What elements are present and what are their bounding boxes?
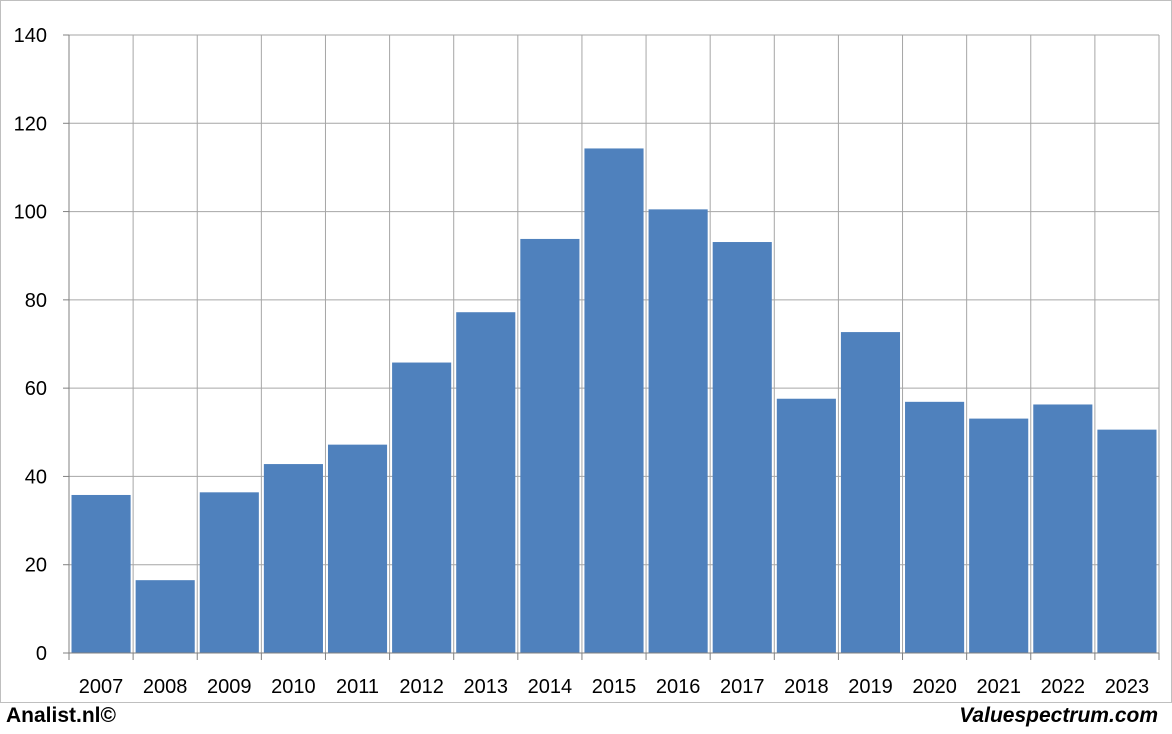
x-tick-label: 2011 — [336, 676, 379, 698]
x-tick-label: 2012 — [399, 676, 444, 698]
x-tick-label: 2022 — [1041, 676, 1086, 698]
bars — [71, 148, 1157, 653]
bar-2010 — [263, 464, 323, 653]
y-tick-label: 40 — [25, 466, 47, 488]
x-tick-label: 2020 — [912, 676, 957, 698]
x-tick-label: 2010 — [271, 676, 316, 698]
x-tick-label: 2016 — [656, 676, 701, 698]
chart-frame: 0 20 40 60 80 100 120 140 2007 2008 2009 2010 2011 2… — [0, 0, 1172, 703]
x-tick-labels: 2007 2008 2009 2010 2011 2012 2013 2014 2015 2016… — [79, 676, 1149, 698]
y-tick-label: 0 — [36, 643, 47, 665]
x-tick-label: 2017 — [720, 676, 765, 698]
x-tick-label: 2013 — [464, 676, 509, 698]
bar-2016 — [648, 209, 708, 653]
y-tick-label: 60 — [25, 378, 47, 400]
x-tick-label: 2018 — [784, 676, 829, 698]
bar-2018 — [776, 398, 836, 653]
y-tick-label: 120 — [14, 113, 47, 135]
x-tick-label: 2014 — [528, 676, 573, 698]
y-tick-label: 140 — [14, 25, 47, 47]
x-tick-label: 2008 — [143, 676, 188, 698]
y-tick-labels: 0 20 40 60 80 100 120 140 — [14, 25, 47, 665]
bar-2021 — [969, 418, 1029, 653]
bar-2023 — [1097, 429, 1157, 653]
x-tick-label: 2023 — [1105, 676, 1150, 698]
x-tick-label: 2021 — [976, 676, 1021, 698]
x-tick-label: 2007 — [79, 676, 124, 698]
bar-2015 — [584, 148, 644, 653]
y-tick-label: 20 — [25, 555, 47, 577]
y-tick-label: 80 — [25, 290, 47, 312]
axes — [63, 34, 1160, 660]
x-tick-label: 2009 — [207, 676, 252, 698]
bar-2007 — [71, 494, 131, 653]
y-tick-label: 100 — [14, 202, 47, 224]
bar-2014 — [520, 238, 580, 653]
footer-source-left: Analist.nl© — [6, 704, 116, 727]
bar-2019 — [840, 332, 901, 653]
footer-source-right: Valuespectrum.com — [959, 704, 1158, 727]
bar-2011 — [327, 444, 388, 653]
x-tick-label: 2015 — [592, 676, 637, 698]
x-tick-label: 2019 — [848, 676, 893, 698]
bar-2017 — [712, 242, 772, 653]
bar-2022 — [1033, 404, 1093, 653]
bar-2009 — [199, 492, 259, 653]
bar-2008 — [135, 580, 195, 653]
bar-2013 — [456, 312, 516, 653]
grid-lines — [68, 34, 1160, 654]
bar-2020 — [905, 401, 965, 653]
bar-2012 — [392, 362, 452, 653]
